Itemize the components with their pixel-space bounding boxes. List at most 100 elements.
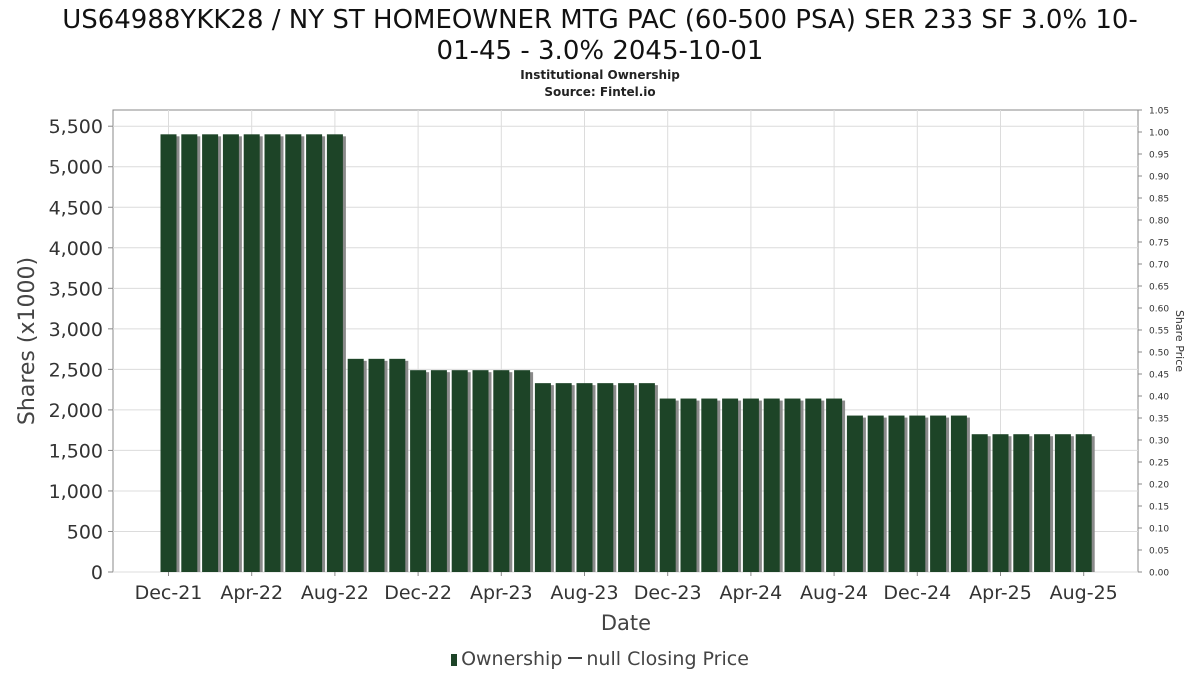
- ownership-bar: [888, 415, 905, 572]
- y-tick-label: 3,000: [49, 319, 103, 341]
- ownership-bar: [493, 370, 510, 572]
- y-axis-label: Shares (x1000): [15, 257, 40, 425]
- ownership-bar: [534, 383, 551, 572]
- y-tick-label: 1,500: [49, 440, 103, 462]
- y-tick-label: 4,000: [49, 238, 103, 260]
- y2-tick-label: 0.60: [1149, 305, 1169, 315]
- ownership-bar: [430, 370, 447, 572]
- ownership-bar: [826, 398, 843, 572]
- ownership-bar: [659, 398, 676, 572]
- ownership-bar: [368, 358, 385, 572]
- ownership-bar: [410, 370, 427, 572]
- ownership-bar: [514, 370, 531, 572]
- x-tick-label: Apr-22: [220, 582, 283, 604]
- y2-tick-label: 0.75: [1149, 239, 1169, 249]
- ownership-bar: [992, 434, 1009, 572]
- closing-price-legend-label: null Closing Price: [586, 648, 749, 670]
- y2-tick-label: 0.10: [1149, 525, 1169, 535]
- ownership-bar: [1034, 434, 1051, 572]
- ownership-bar: [722, 398, 739, 572]
- ownership-bar: [243, 134, 260, 572]
- ownership-bar: [389, 358, 406, 572]
- x-tick-label: Apr-23: [470, 582, 533, 604]
- chart-subtitle: Institutional Ownership: [520, 68, 680, 82]
- ownership-bar: [451, 370, 468, 572]
- y2-tick-label: 0.90: [1149, 173, 1169, 183]
- x-tick-label: Aug-23: [550, 582, 618, 604]
- ownership-bar: [285, 134, 302, 572]
- y-tick-label: 1,000: [49, 481, 103, 503]
- chart-source: Source: Fintel.io: [544, 85, 656, 99]
- x-tick-label: Dec-23: [634, 582, 702, 604]
- y2-tick-label: 0.05: [1149, 547, 1169, 557]
- y2-tick-label: 0.00: [1149, 569, 1169, 579]
- ownership-bar: [326, 134, 343, 572]
- chart-title-line-1: US64988YKK28 / NY ST HOMEOWNER MTG PAC (…: [62, 5, 1138, 35]
- y2-tick-label: 0.95: [1149, 151, 1169, 161]
- x-tick-label: Aug-25: [1050, 582, 1118, 604]
- y2-tick-label: 0.50: [1149, 349, 1169, 359]
- ownership-bar: [930, 415, 947, 572]
- y2-tick-label: 0.40: [1149, 393, 1169, 403]
- x-tick-label: Aug-22: [301, 582, 369, 604]
- y2-tick-label: 0.45: [1149, 371, 1169, 381]
- y-tick-label: 2,500: [49, 359, 103, 381]
- y-tick-label: 5,000: [49, 157, 103, 179]
- ownership-legend-swatch: [451, 654, 458, 666]
- y2-tick-label: 0.15: [1149, 503, 1169, 513]
- y2-tick-label: 0.35: [1149, 415, 1169, 425]
- x-tick-label: Dec-21: [135, 582, 203, 604]
- x-tick-label: Apr-25: [969, 582, 1032, 604]
- ownership-bar: [846, 415, 863, 572]
- x-tick-label: Aug-24: [800, 582, 868, 604]
- ownership-bar: [576, 383, 593, 572]
- ownership-bar: [1013, 434, 1030, 572]
- y-tick-label: 4,500: [49, 197, 103, 219]
- x-tick-label: Dec-22: [384, 582, 452, 604]
- y2-tick-label: 0.55: [1149, 327, 1169, 337]
- y2-tick-label: 0.65: [1149, 283, 1169, 293]
- legend: Ownership null Closing Price: [0, 648, 1200, 670]
- y2-tick-label: 0.20: [1149, 481, 1169, 491]
- y-tick-label: 0: [91, 562, 103, 584]
- y2-tick-label: 0.25: [1149, 459, 1169, 469]
- ownership-bar: [742, 398, 759, 572]
- ownership-bar: [472, 370, 489, 572]
- ownership-bar: [805, 398, 822, 572]
- ownership-bar: [701, 398, 718, 572]
- y2-tick-label: 0.85: [1149, 195, 1169, 205]
- y2-tick-label: 1.05: [1149, 107, 1169, 117]
- ownership-bar: [763, 398, 780, 572]
- y2-tick-label: 0.80: [1149, 217, 1169, 227]
- ownership-bar: [306, 134, 323, 572]
- ownership-bar: [618, 383, 635, 572]
- ownership-bar: [680, 398, 697, 572]
- ownership-bar: [181, 134, 198, 572]
- y-tick-label: 500: [67, 521, 103, 543]
- closing-price-legend-line: [568, 657, 583, 659]
- ownership-bar: [909, 415, 926, 572]
- x-tick-label: Dec-24: [883, 582, 951, 604]
- ownership-bar: [597, 383, 614, 572]
- ownership-bar: [347, 358, 364, 572]
- ownership-bar: [867, 415, 884, 572]
- x-axis-label: Date: [601, 611, 651, 635]
- ownership-bar: [1075, 434, 1092, 572]
- ownership-bar: [555, 383, 572, 572]
- ownership-bar: [160, 134, 177, 572]
- ownership-bar: [971, 434, 988, 572]
- ownership-bar: [222, 134, 239, 572]
- y2-tick-label: 1.00: [1149, 129, 1169, 139]
- y-tick-label: 5,500: [49, 116, 103, 138]
- x-tick-label: Apr-24: [720, 582, 783, 604]
- ownership-legend-label: Ownership: [461, 648, 563, 670]
- ownership-bar: [950, 415, 967, 572]
- ownership-bar: [784, 398, 801, 572]
- y-tick-label: 3,500: [49, 278, 103, 300]
- y-tick-label: 2,000: [49, 400, 103, 422]
- y2-tick-label: 0.30: [1149, 437, 1169, 447]
- y2-axis-label: Share Price: [1173, 310, 1186, 372]
- ownership-bar: [638, 383, 655, 572]
- ownership-bar: [1054, 434, 1071, 572]
